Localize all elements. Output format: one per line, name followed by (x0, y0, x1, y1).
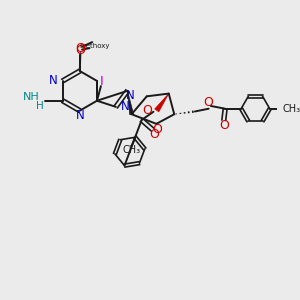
Text: N: N (75, 109, 84, 122)
Text: methoxy: methoxy (79, 43, 110, 49)
Text: O: O (149, 128, 159, 141)
Text: CH₃: CH₃ (122, 146, 140, 155)
Text: O: O (75, 44, 85, 57)
Text: O: O (204, 96, 214, 109)
Text: H: H (36, 101, 43, 111)
Text: N: N (49, 74, 58, 87)
Polygon shape (128, 91, 134, 115)
Text: O: O (152, 123, 162, 136)
Text: I: I (100, 75, 103, 88)
Text: O: O (75, 42, 85, 55)
Text: NH: NH (22, 92, 39, 102)
Text: N: N (121, 100, 130, 113)
Polygon shape (155, 94, 169, 112)
Text: O: O (219, 119, 229, 132)
Text: N: N (126, 89, 135, 102)
Text: O: O (143, 104, 153, 117)
Text: CH₃: CH₃ (282, 104, 300, 114)
